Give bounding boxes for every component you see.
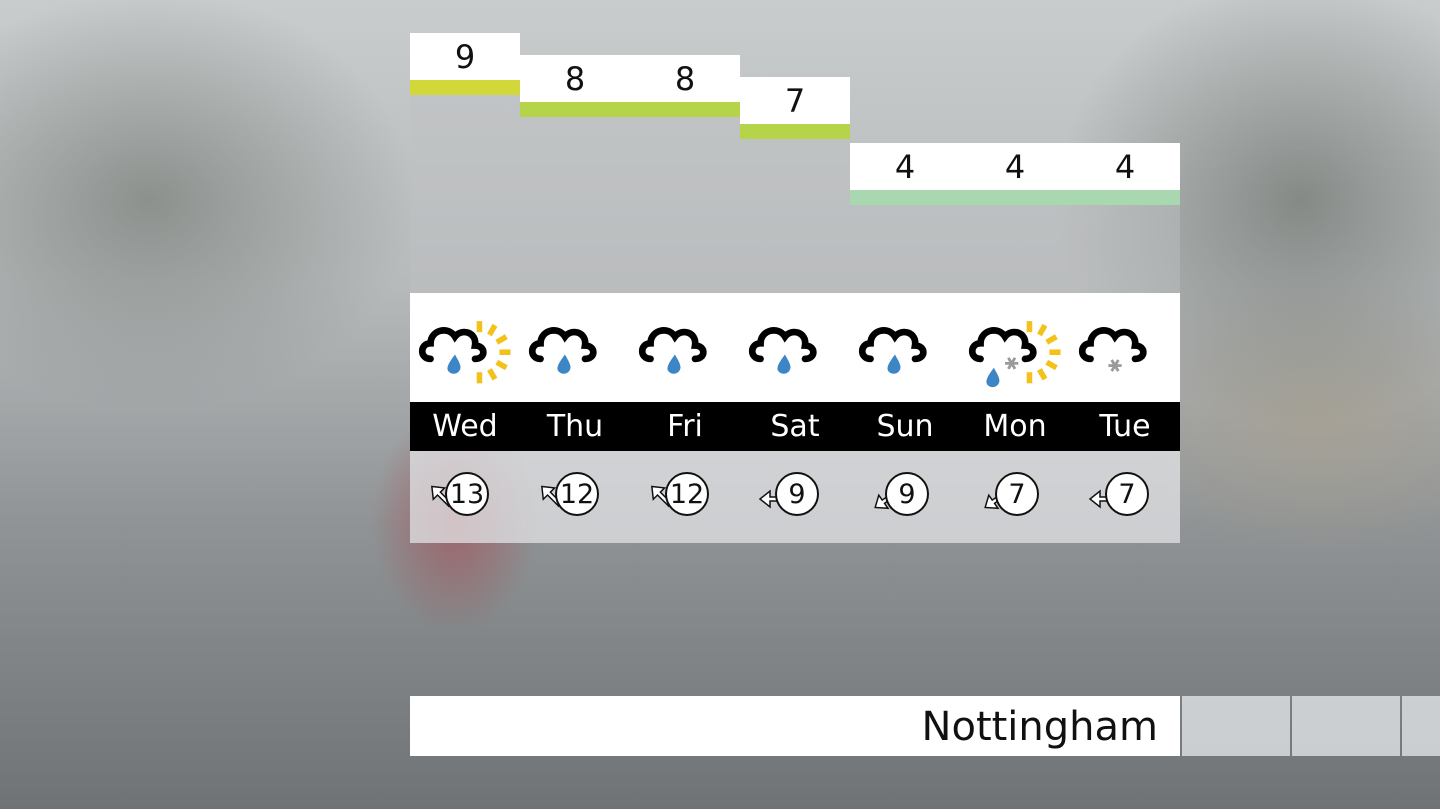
max-temperature: 9 [410, 33, 520, 80]
location-name: Nottingham [921, 704, 1158, 750]
wind-speed: 12 [630, 467, 740, 523]
sunny-intervals-sleet-icon [960, 310, 1070, 390]
temperature-column-fill [1070, 205, 1180, 293]
temperature-column: 9 [410, 0, 520, 293]
day-label[interactable]: Fri [667, 409, 703, 444]
temperature-column: 7 [740, 0, 850, 293]
wind-speed-value: 13 [445, 472, 489, 516]
temperature-column-fill [740, 139, 850, 293]
location-tab [1292, 696, 1400, 756]
day-label[interactable]: Thu [546, 409, 604, 444]
wind-speed-value: 12 [555, 472, 599, 516]
temperature-bar [740, 124, 850, 139]
day-label[interactable]: Tue [1099, 409, 1151, 444]
wind-speed: 7 [960, 467, 1070, 523]
temperature-column-fill [520, 117, 630, 293]
light-rain-icon [630, 310, 740, 390]
wind-speed: 12 [520, 467, 630, 523]
temperature-bar [850, 190, 960, 205]
light-rain-icon [740, 310, 850, 390]
location-bar: Nottingham [410, 696, 1180, 756]
light-snow-icon [1070, 310, 1180, 390]
wind-speed: 13 [410, 467, 520, 523]
wind-speed: 9 [850, 467, 960, 523]
sunny-intervals-light-rain-icon [410, 310, 520, 390]
max-temperature: 7 [740, 77, 850, 124]
temperature-column: 4 [960, 0, 1070, 293]
location-tab [1402, 696, 1440, 756]
wind-speed: 9 [740, 467, 850, 523]
day-label[interactable]: Sun [876, 409, 934, 444]
day-label[interactable]: Mon [983, 409, 1047, 444]
max-temperature: 4 [850, 143, 960, 190]
wind-speed-value: 9 [775, 472, 819, 516]
temperature-column: 4 [850, 0, 960, 293]
max-temperature: 4 [1070, 143, 1180, 190]
temperature-bar [630, 102, 740, 117]
temperature-bar [960, 190, 1070, 205]
temperature-bar [1070, 190, 1180, 205]
location-tab [1182, 696, 1290, 756]
max-temperature: 8 [520, 55, 630, 102]
max-temperature: 8 [630, 55, 740, 102]
temperature-column-fill [410, 95, 520, 293]
day-label[interactable]: Sat [770, 409, 820, 444]
temperature-column: 8 [520, 0, 630, 293]
wind-speed-value: 7 [1105, 472, 1149, 516]
day-label[interactable]: Wed [432, 409, 498, 444]
temperature-column: 4 [1070, 0, 1180, 293]
temperature-column-fill [960, 205, 1070, 293]
day-band [410, 402, 1180, 451]
light-rain-icon [520, 310, 630, 390]
temperature-bar [520, 102, 630, 117]
max-temperature: 4 [960, 143, 1070, 190]
weather-icon-band [410, 293, 1180, 402]
temperature-column-fill [850, 205, 960, 293]
light-rain-icon [850, 310, 960, 390]
wind-speed-value: 9 [885, 472, 929, 516]
temperature-bar [410, 80, 520, 95]
temperature-column: 8 [630, 0, 740, 293]
wind-speed-value: 7 [995, 472, 1039, 516]
wind-speed-value: 12 [665, 472, 709, 516]
temperature-column-fill [630, 117, 740, 293]
wind-speed: 7 [1070, 467, 1180, 523]
